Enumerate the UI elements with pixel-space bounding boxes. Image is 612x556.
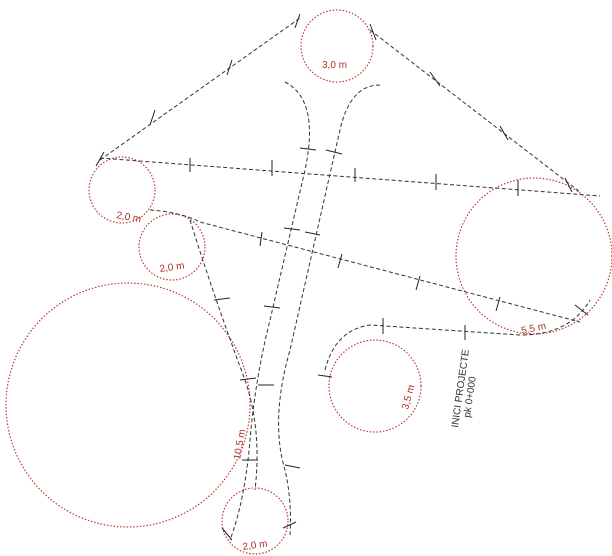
alignment <box>99 17 301 161</box>
tick <box>283 227 301 231</box>
circle <box>455 177 612 335</box>
circle <box>221 487 289 555</box>
alignment <box>324 299 591 371</box>
tick <box>415 275 421 291</box>
tick <box>221 527 233 541</box>
tick <box>574 304 589 316</box>
circle <box>138 213 206 281</box>
circle-label: 10,5 m <box>232 428 248 460</box>
circle-label: 3,0 m <box>322 60 347 71</box>
tick <box>226 59 233 76</box>
circle <box>300 9 374 83</box>
tick <box>429 71 441 87</box>
alignment <box>149 209 581 323</box>
tick <box>263 305 281 309</box>
tick <box>239 377 257 381</box>
tick <box>337 253 343 269</box>
tick <box>294 13 301 29</box>
alignments <box>99 17 601 541</box>
tick <box>369 23 377 41</box>
alignment <box>99 157 601 197</box>
tick <box>149 109 156 126</box>
circle-label: 5,5 m <box>520 321 547 337</box>
circle-label: 2,0 m <box>242 539 268 553</box>
circle-label: 2,0 m <box>159 261 185 275</box>
tick <box>499 125 509 141</box>
circles <box>5 9 612 555</box>
tick <box>282 521 297 529</box>
tick <box>304 231 321 236</box>
alignment <box>278 84 381 536</box>
ticks <box>95 13 589 541</box>
circle <box>328 339 422 433</box>
alignment <box>369 29 581 193</box>
labels: 3,0 m 2,0 m 2,0 m 10,5 m 2,0 m 3,5 m 5,5… <box>115 60 547 553</box>
circle-label: 3,5 m <box>400 384 417 411</box>
tick <box>317 374 333 378</box>
tick <box>564 177 573 193</box>
tick <box>95 151 105 167</box>
circle-label: 2,0 m <box>115 210 142 225</box>
circle <box>5 282 251 528</box>
tick <box>495 296 501 312</box>
tick <box>213 297 231 301</box>
tick <box>284 464 301 469</box>
alignment <box>189 219 258 491</box>
alignment <box>229 81 310 541</box>
tick <box>299 147 317 151</box>
circle <box>88 156 156 224</box>
tick <box>325 149 343 155</box>
tick <box>259 231 263 247</box>
